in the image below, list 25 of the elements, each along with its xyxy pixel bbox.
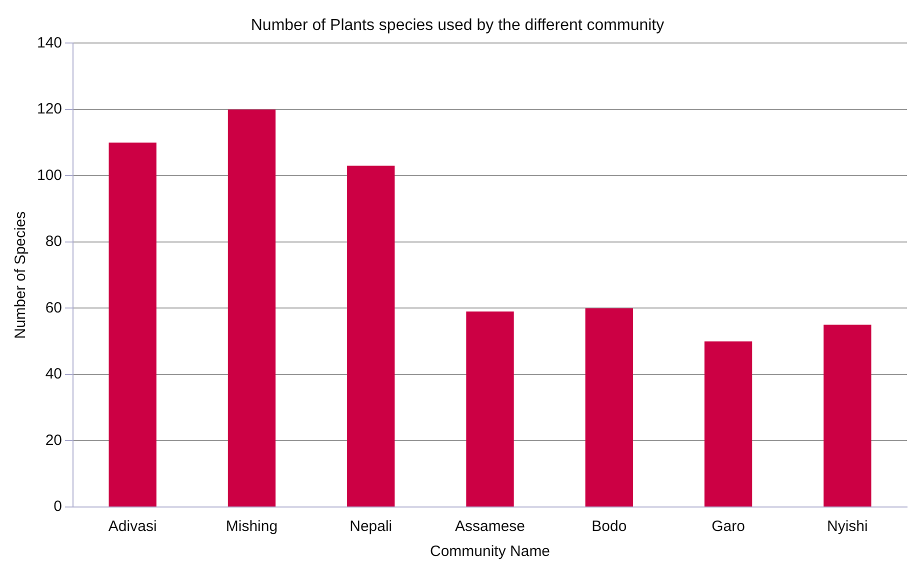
y-tick-label: 120 — [36, 100, 62, 118]
x-axis-title: Community Name — [430, 543, 550, 560]
y-axis-title: Number of Species — [12, 211, 30, 339]
bar — [347, 166, 395, 506]
bar — [466, 312, 514, 506]
x-tick-label: Nyishi — [827, 518, 868, 536]
bar — [585, 308, 633, 506]
bar — [108, 142, 156, 506]
x-tick-label: Garo — [712, 518, 745, 536]
bar — [824, 324, 872, 506]
y-tick-label: 20 — [45, 432, 62, 449]
y-tick-label: 60 — [45, 299, 62, 316]
bar — [228, 109, 276, 506]
x-tick-label: Assamese — [455, 518, 526, 536]
x-tick-label: Bodo — [592, 518, 627, 536]
y-tick-label: 140 — [36, 34, 62, 52]
chart-title: Number of Plants species used by the different community — [250, 17, 664, 34]
y-tick-label: 40 — [45, 366, 62, 383]
x-tick-label: Adivasi — [108, 518, 157, 536]
y-tick-label: 100 — [36, 166, 62, 184]
x-tick-label: Nepali — [350, 518, 392, 536]
y-tick-label: 80 — [45, 233, 62, 250]
y-tick-label: 0 — [54, 498, 62, 516]
bar — [704, 341, 752, 506]
x-tick-label: Mishing — [226, 518, 278, 536]
